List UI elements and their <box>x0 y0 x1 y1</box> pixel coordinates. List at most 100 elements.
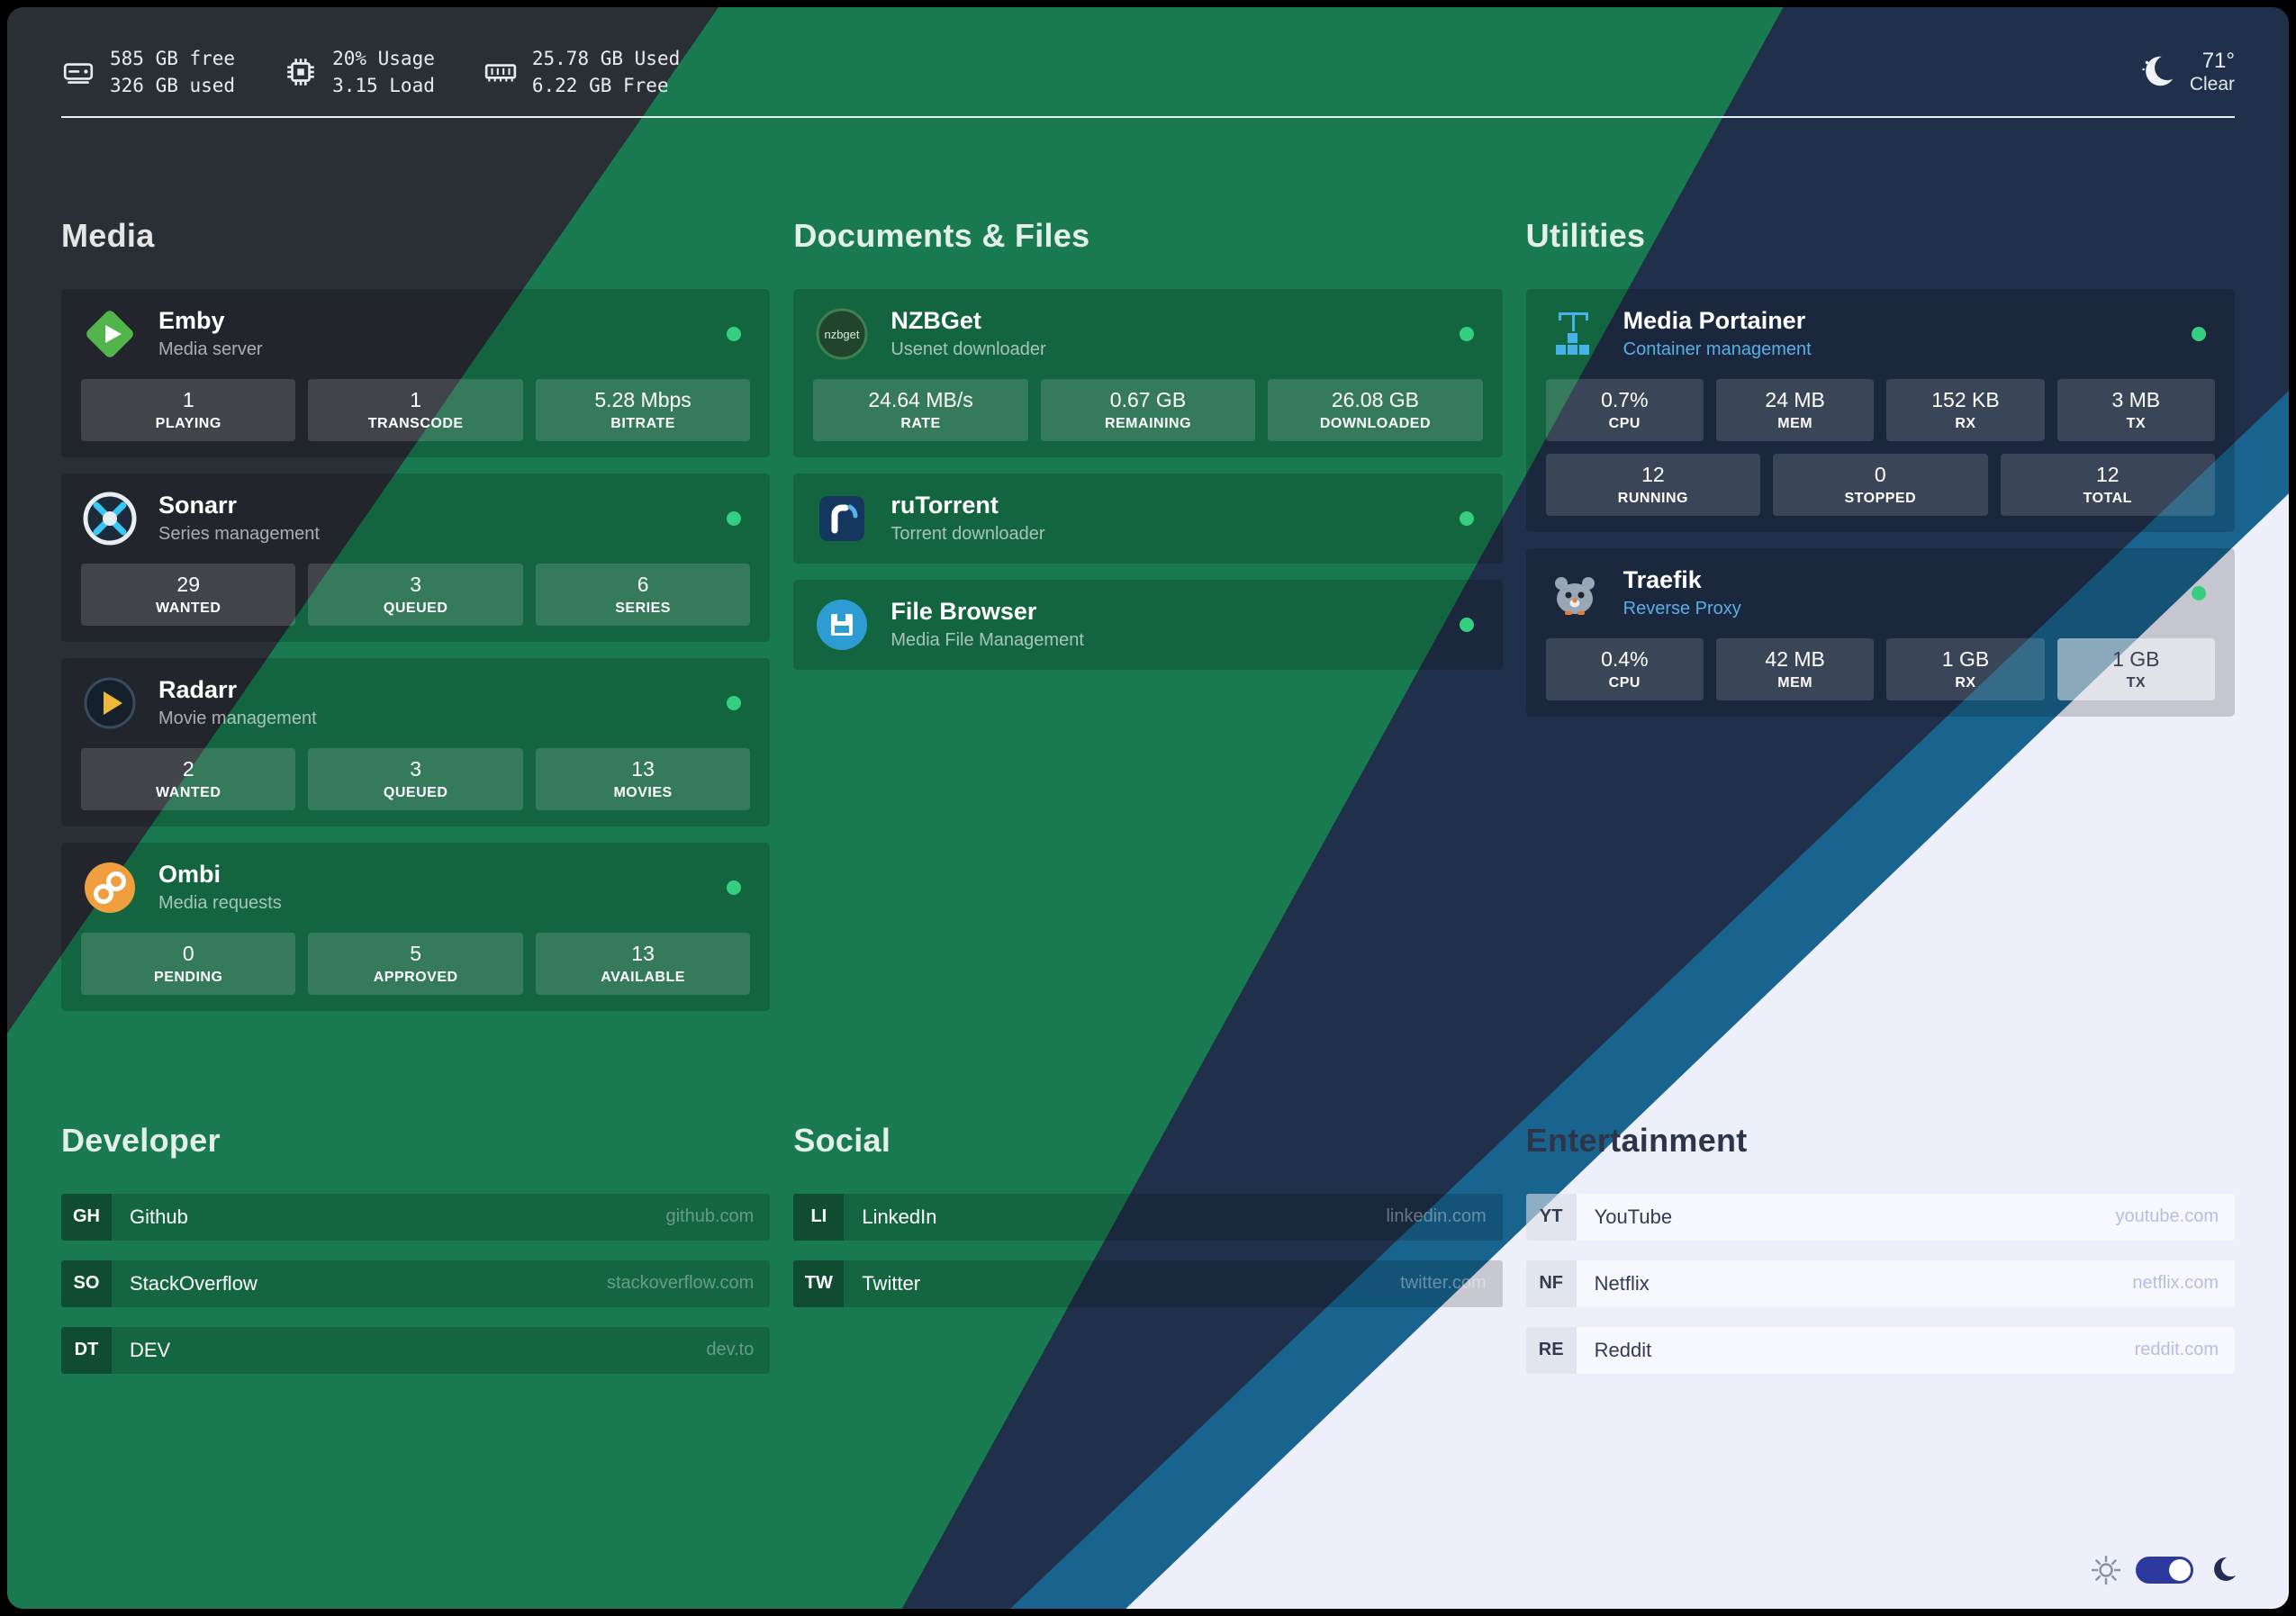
status-dot <box>1459 617 1474 632</box>
section-heading-media: Media <box>61 216 155 254</box>
stat-chip: 29 WANTED <box>81 563 296 626</box>
topbar: 585 GB free 326 GB used 20% Usage 3.15 L… <box>61 7 2235 100</box>
sonarr-icon <box>83 492 137 546</box>
cpu-stats-widget: 20% Usage 3.15 Load <box>284 45 435 100</box>
link-twitter[interactable]: TW Twitter twitter.com <box>793 1259 1503 1307</box>
card-title: Radarr <box>158 676 238 704</box>
stat-chip: 12 RUNNING <box>1545 453 1761 516</box>
card-title: File Browser <box>890 598 1037 626</box>
stat-chip: 1 PLAYING <box>81 378 296 441</box>
stat-chip: 24 MB MEM <box>1715 378 1875 441</box>
weather-temp: 71° <box>2201 49 2235 74</box>
card-title: Sonarr <box>158 492 238 519</box>
nzbget-icon: nzbget <box>816 308 868 360</box>
link-dev[interactable]: DT DEV dev.to <box>61 1326 771 1374</box>
cpu-usage-text: 20% Usage <box>332 48 435 69</box>
section-entertainment: Entertainment YT YouTube youtube.com NF … <box>1525 1121 2235 1394</box>
section-media: Media Emby Media server <box>61 216 771 1027</box>
link-stackoverflow[interactable]: SO StackOverflow stackoverflow.com <box>61 1259 771 1307</box>
card-subtitle: Movie management <box>158 709 317 729</box>
stat-chip: 1 GB RX <box>1886 637 2045 700</box>
section-utilities: Utilities <box>1525 217 2235 733</box>
card-title: Media Portainer <box>1623 307 1806 335</box>
link-tag: NF <box>1525 1259 1577 1307</box>
card-subtitle: Media server <box>158 339 263 360</box>
stat-chip: 5.28 Mbps BITRATE <box>535 378 751 441</box>
traefik-icon <box>1554 576 1595 615</box>
stat-chip: 42 MB MEM <box>1715 637 1875 700</box>
section-developer: Developer GH Github github.com SO StackO… <box>61 1121 771 1394</box>
card-subtitle: Media File Management <box>890 630 1084 651</box>
card-title: NZBGet <box>890 307 981 335</box>
card-title: Traefik <box>1623 566 1702 594</box>
card-rutorrent[interactable]: ruTorrent Torrent downloader <box>793 473 1503 564</box>
disk-used-text: 326 GB used <box>110 75 236 97</box>
section-heading-social: Social <box>793 1121 891 1159</box>
stat-chip: 3 QUEUED <box>308 563 523 626</box>
weather-condition: Clear <box>2189 74 2235 95</box>
status-dot <box>2191 326 2206 341</box>
bookmarks-grid: Developer GH Github github.com SO StackO… <box>61 1122 2235 1394</box>
card-title: Ombi <box>158 861 221 889</box>
card-radarr[interactable]: Radarr Movie management 2 WANTED 3 QUEUE… <box>61 657 771 826</box>
stat-chip: 12 TOTAL <box>2000 453 2215 516</box>
card-filebrowser[interactable]: File Browser Media File Management <box>793 579 1503 670</box>
link-github[interactable]: GH Github github.com <box>61 1193 771 1241</box>
card-subtitle: Usenet downloader <box>890 339 1046 360</box>
stat-chip: 24.64 MB/s RATE <box>813 378 1028 441</box>
radarr-icon <box>84 677 136 729</box>
disk-stats-widget: 585 GB free 326 GB used <box>61 45 235 100</box>
link-youtube[interactable]: YT YouTube youtube.com <box>1525 1193 2235 1241</box>
theme-toggle-knob <box>2169 1559 2191 1581</box>
stat-chip: 26.08 GB DOWNLOADED <box>1268 378 1483 441</box>
link-reddit[interactable]: RE Reddit reddit.com <box>1525 1326 2235 1374</box>
link-tag: GH <box>61 1193 112 1241</box>
clear-night-icon <box>2142 57 2174 86</box>
theme-toggle[interactable] <box>2136 1557 2193 1584</box>
moon-icon[interactable] <box>2208 1555 2238 1585</box>
stat-chip: 0.67 GB REMAINING <box>1040 378 1256 441</box>
link-tag: SO <box>61 1259 112 1307</box>
card-emby[interactable]: Emby Media server 1 PLAYING 1 TRANSCODE <box>61 288 771 457</box>
status-dot <box>727 880 742 895</box>
ram-stats-widget: 25.78 GB Used 6.22 GB Free <box>484 45 680 100</box>
stat-chip: 1 TRANSCODE <box>308 378 523 441</box>
link-netflix[interactable]: NF Netflix netflix.com <box>1525 1259 2235 1307</box>
stat-chip: 0 STOPPED <box>1773 453 1988 516</box>
section-social: Social LI LinkedIn linkedin.com TW Twitt… <box>793 1121 1503 1327</box>
stat-chip: 13 AVAILABLE <box>535 932 751 995</box>
stat-chip: 0.7% CPU <box>1545 378 1704 441</box>
section-heading-developer: Developer <box>61 1121 221 1159</box>
stat-chip: 13 MOVIES <box>535 747 751 810</box>
link-linkedin[interactable]: LI LinkedIn linkedin.com <box>793 1193 1503 1241</box>
card-subtitle: Series management <box>158 524 320 545</box>
card-sonarr[interactable]: Sonarr Series management 29 WANTED 3 QUE… <box>61 473 771 642</box>
status-dot <box>727 695 742 710</box>
sun-icon[interactable] <box>2091 1555 2121 1585</box>
status-dot <box>727 510 742 526</box>
stat-chip: 0.4% CPU <box>1545 637 1704 700</box>
filebrowser-icon <box>817 599 868 650</box>
card-subtitle: Reverse Proxy <box>1623 599 1741 619</box>
card-ombi[interactable]: Ombi Media requests 0 PENDING 5 APPROVED <box>61 842 771 1011</box>
portainer-icon <box>1555 311 1589 355</box>
card-traefik[interactable]: Traefik Reverse Proxy 0.4% CPU 42 MB MEM <box>1525 547 2235 717</box>
topbar-divider <box>61 115 2235 118</box>
services-grid: Media Emby Media server <box>61 217 2235 1027</box>
link-tag: TW <box>793 1259 845 1307</box>
cpu-load-text: 3.15 Load <box>332 75 435 97</box>
status-dot <box>1459 326 1474 341</box>
card-nzbget[interactable]: nzbget NZBGet Usenet downloader 24.64 MB… <box>793 288 1503 457</box>
section-heading-entertainment: Entertainment <box>1525 1121 1748 1159</box>
ram-free-text: 6.22 GB Free <box>531 75 669 97</box>
stat-chip: 3 QUEUED <box>308 747 523 810</box>
section-heading-documents: Documents & Files <box>793 216 1090 254</box>
ombi-icon <box>85 862 135 913</box>
stat-chip: 152 KB RX <box>1886 378 2045 441</box>
ram-icon <box>484 64 517 82</box>
stat-chip: 5 APPROVED <box>308 932 523 995</box>
rutorrent-icon <box>819 495 865 541</box>
card-portainer[interactable]: Media Portainer Container management 0.7… <box>1525 288 2235 532</box>
card-subtitle: Torrent downloader <box>890 524 1045 545</box>
background-wallpaper <box>7 7 2289 1609</box>
